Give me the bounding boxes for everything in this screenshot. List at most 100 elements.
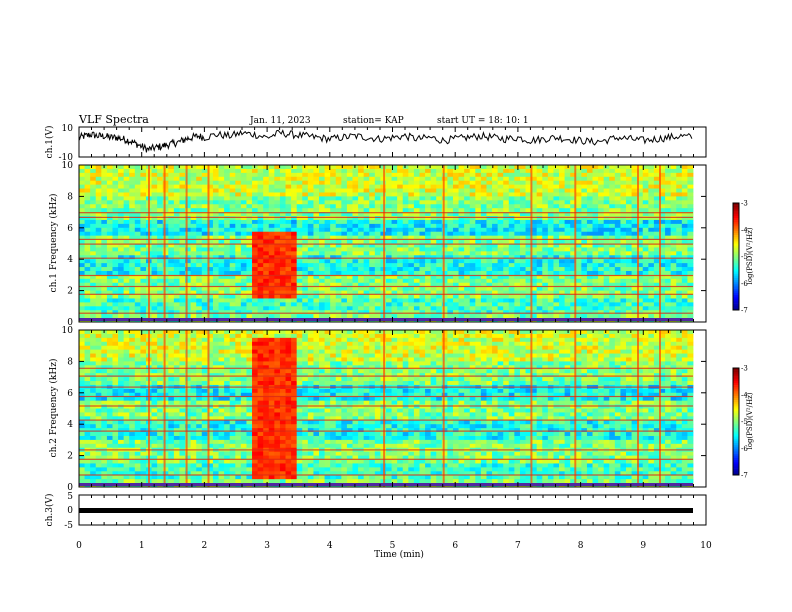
spectrogram-cell xyxy=(402,255,409,260)
spectrogram-cell xyxy=(586,294,593,299)
spectrogram-cell xyxy=(374,204,381,209)
spectrogram-cell xyxy=(212,192,219,197)
spectrogram-cell xyxy=(179,192,186,197)
spectrogram-cell xyxy=(592,286,599,292)
spectrogram-cell xyxy=(335,310,342,315)
spectrogram-cell xyxy=(492,314,499,319)
spectrogram-cell xyxy=(90,180,97,186)
spectrogram-cell xyxy=(391,314,398,319)
spectrogram-cell xyxy=(586,188,593,193)
spectrogram-cell xyxy=(246,298,253,303)
spectrogram-cell xyxy=(425,192,432,197)
spectrogram-cell xyxy=(374,227,381,233)
spectrogram-cell xyxy=(458,192,465,197)
spectrogram-cell xyxy=(452,180,459,186)
spectrogram-cell xyxy=(346,176,353,182)
spectrogram-cell xyxy=(486,172,493,178)
spectrogram-cell xyxy=(168,219,175,225)
spectrogram-cell xyxy=(324,188,331,193)
spectrogram-cell xyxy=(436,306,443,311)
spectrogram-cell xyxy=(302,286,309,292)
spectrogram-cell xyxy=(648,231,655,237)
spectrogram-cell xyxy=(514,302,521,307)
spectrogram-cell xyxy=(670,184,677,189)
spectrogram-cell xyxy=(575,255,582,260)
spectrogram-cell xyxy=(575,247,582,252)
spectrogram-cell xyxy=(157,282,164,288)
spectrogram-cell xyxy=(179,259,186,264)
spectrogram-cell xyxy=(346,231,353,237)
spectrogram-cell xyxy=(503,302,510,307)
spectrogram-cell xyxy=(134,298,141,303)
spectrogram-cell xyxy=(79,428,85,433)
spectrogram-cell xyxy=(514,208,521,213)
spectrogram-cell xyxy=(626,298,632,303)
spectrogram-cell xyxy=(101,306,108,311)
spectrogram-cell xyxy=(218,239,225,244)
spectrogram-cell xyxy=(681,243,688,248)
spectrogram-cell xyxy=(95,455,102,460)
spectrogram-cell xyxy=(257,259,264,264)
spectrogram-cell xyxy=(95,400,102,405)
spectrogram-cell xyxy=(201,255,208,260)
spectrogram-cell xyxy=(151,200,158,205)
spectrogram-cell xyxy=(307,306,314,311)
spectrogram-cell xyxy=(279,165,286,170)
spectrogram-cell xyxy=(598,259,605,264)
spectrogram-cell xyxy=(324,235,331,240)
spectrogram-cell xyxy=(603,200,610,205)
spectrogram-cell xyxy=(581,282,588,288)
spectrogram-cell xyxy=(84,392,91,398)
spectrogram-cell xyxy=(553,314,560,319)
spectrogram-cell xyxy=(687,282,694,288)
spectrogram-cell xyxy=(642,227,649,233)
spectrogram-cell xyxy=(229,208,236,213)
spectrogram-cell xyxy=(285,247,292,252)
spectrogram-cell xyxy=(547,196,554,201)
spectrogram-cell xyxy=(665,227,672,233)
spectrogram-cell xyxy=(525,270,532,276)
spectrogram-cell xyxy=(352,282,359,288)
spectrogram-cell xyxy=(190,286,197,292)
spectrogram-cell xyxy=(313,259,320,264)
spectrogram-cell xyxy=(369,196,376,201)
spectrogram-cell xyxy=(95,361,102,366)
spectrogram-cell xyxy=(168,208,175,213)
spectrogram-cell xyxy=(542,227,549,233)
spectrogram-cell xyxy=(79,475,85,480)
spectrogram-cell xyxy=(112,369,119,374)
spectrogram-cell xyxy=(90,267,97,272)
spectrogram-cell xyxy=(559,306,566,311)
spectrogram-cell xyxy=(413,212,420,217)
spectrogram-cell xyxy=(659,247,666,252)
spectrogram-cell xyxy=(140,200,147,205)
spectrogram-cell xyxy=(79,180,85,186)
spectrogram-cell xyxy=(90,251,97,256)
spectrogram-cell xyxy=(79,330,85,335)
spectrogram-cell xyxy=(469,216,476,221)
spectrogram-cell xyxy=(95,212,102,217)
spectrogram-cell xyxy=(458,282,465,288)
spectrogram-cell xyxy=(307,212,314,217)
spectrogram-cell xyxy=(464,263,471,268)
spectrogram-cell xyxy=(497,263,504,268)
spectrogram-cell xyxy=(358,286,365,292)
spectrogram-cell xyxy=(586,223,593,229)
spectrogram-cell xyxy=(402,227,409,233)
spectrogram-cell xyxy=(486,176,493,182)
spectrogram-cell xyxy=(313,188,320,193)
spectrogram-cell xyxy=(369,302,376,307)
spectrogram-cell xyxy=(592,200,599,205)
spectrogram-cell xyxy=(397,200,404,205)
spectrogram-cell xyxy=(118,314,125,319)
spectrogram-cell xyxy=(79,388,85,394)
spectrogram-cell xyxy=(386,212,392,217)
spectrogram-cell xyxy=(447,306,454,311)
spectrogram-cell xyxy=(653,200,660,205)
spectrogram-cell xyxy=(631,180,638,186)
spectrogram-cell xyxy=(653,219,660,225)
spectrogram-cell xyxy=(341,200,348,205)
spectrogram-cell xyxy=(229,247,236,252)
spectrogram-cell xyxy=(642,270,649,276)
spectrogram-cell xyxy=(106,231,113,237)
